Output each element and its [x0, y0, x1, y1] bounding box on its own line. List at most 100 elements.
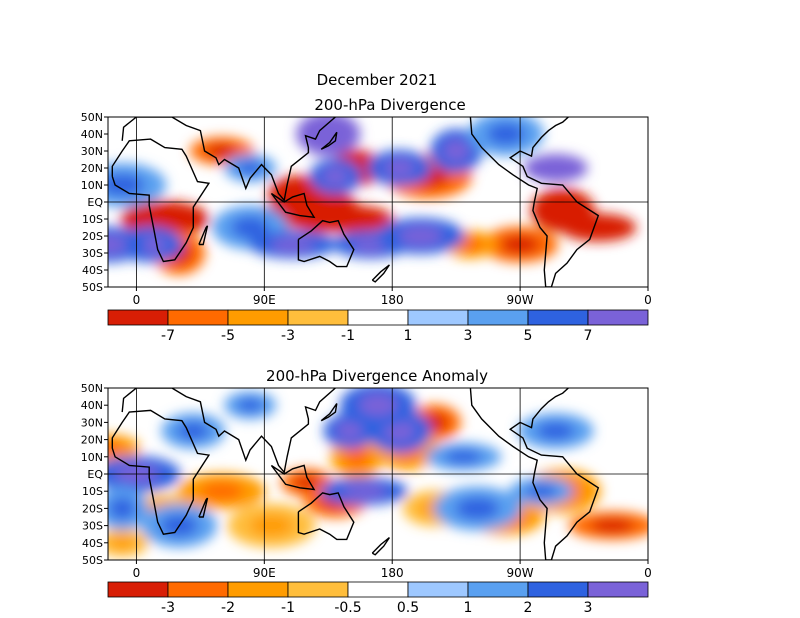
australia-outline: [297, 219, 355, 268]
lon-tick-label: 0: [133, 566, 141, 580]
field-core: [237, 398, 264, 413]
field-core: [536, 422, 575, 440]
lat-tick-label: 20N: [81, 434, 103, 447]
field-layer: [108, 117, 648, 287]
indonesia-outline: [270, 192, 316, 219]
colorbar-label: -0.5: [334, 600, 361, 616]
lat-tick-label: 50N: [81, 382, 103, 395]
lat-tick-label: EQ: [87, 468, 103, 481]
colorbar-label: 0.5: [397, 600, 419, 616]
lat-tick-label: 30N: [81, 416, 103, 429]
colorbar-swatch: [587, 309, 649, 326]
australia-outline: [297, 492, 355, 541]
lat-tick-label: EQ: [87, 196, 103, 209]
lat-tick-label: 50S: [82, 554, 103, 567]
lat-tick-label: 30N: [81, 145, 103, 158]
field-core: [546, 199, 579, 222]
lat-tick-label: 10S: [82, 485, 103, 498]
field-core: [249, 514, 294, 537]
field-core: [443, 140, 470, 162]
field-core: [108, 235, 127, 254]
field-core: [398, 227, 443, 245]
colorbar-swatch: [467, 581, 529, 598]
panel1: 50N 40N 30N 20N 10N EQ 10S 20S 30S 40S 50S 0 90E 180 9…: [81, 111, 652, 344]
colorbar: -3 -2 -1 -0.5 0.5 1 2 3: [107, 581, 649, 616]
africa-outline: [111, 138, 211, 263]
lon-tick-label: 0: [644, 566, 652, 580]
colorbar-label: -7: [161, 328, 175, 344]
field-core: [444, 449, 483, 464]
panel1-subtitle: 200-hPa Divergence: [314, 96, 465, 114]
field-core: [177, 422, 210, 440]
field-core: [590, 518, 635, 533]
colorbar-label: -1: [281, 600, 295, 616]
colorbar-swatch: [167, 581, 229, 598]
colorbar-label: -2: [221, 600, 235, 616]
eurasia-outline: [121, 117, 336, 202]
field-core: [199, 482, 244, 501]
lat-tick-label: 30S: [82, 520, 103, 533]
field-core: [486, 123, 525, 145]
colorbar-swatch: [347, 581, 409, 598]
coastlines: [111, 117, 600, 287]
colorbar-label: 3: [584, 600, 593, 616]
field-core: [142, 210, 187, 228]
colorbar-label: 3: [464, 328, 473, 344]
indonesia-outline: [270, 464, 316, 491]
field-core: [579, 220, 618, 235]
colorbar-swatch: [407, 581, 469, 598]
lat-tick-label: 40S: [82, 537, 103, 550]
lat-tick-label: 20S: [82, 502, 103, 515]
colorbar-swatch: [107, 309, 169, 326]
lat-tick-label: 10S: [82, 213, 103, 226]
colorbar-label: 5: [524, 328, 533, 344]
colorbar-swatch: [167, 309, 229, 326]
field-core: [270, 237, 315, 252]
panel2: 50N 40N 30N 20N 10N EQ 10S 20S 30S 40S 50S 0 90E 180 9…: [81, 382, 652, 616]
lat-tick-label: 10N: [81, 451, 103, 464]
field-core: [343, 445, 370, 468]
colorbar-swatch: [347, 309, 409, 326]
lat-tick-label: 40N: [81, 399, 103, 412]
field-core: [539, 161, 572, 175]
lat-tick-label: 30S: [82, 247, 103, 260]
field-core: [455, 497, 500, 520]
madagascar-outline: [198, 225, 209, 246]
japan-outline: [320, 131, 338, 150]
field-core: [109, 535, 136, 550]
coastlines: [111, 388, 600, 560]
lat-tick-label: 50N: [81, 111, 103, 124]
panel2-title: 200-hPa Divergence Anomaly: [266, 367, 488, 385]
lon-tick-label: 90E: [253, 293, 276, 307]
colorbar-swatch: [527, 581, 589, 598]
africa-outline: [111, 409, 211, 535]
field-core: [457, 237, 484, 252]
field-layer: [108, 388, 648, 560]
colorbar-label: -5: [221, 328, 235, 344]
colorbar-label: 7: [584, 328, 593, 344]
field-core: [327, 212, 372, 226]
field-core: [231, 216, 270, 239]
field-core: [525, 484, 558, 499]
colorbar-swatch: [467, 309, 529, 326]
field-core: [312, 123, 345, 145]
colorbar-label: 1: [464, 600, 473, 616]
colorbar-swatch: [107, 581, 169, 598]
colorbar-swatch: [407, 309, 469, 326]
madagascar-outline: [198, 497, 209, 518]
colorbar-label: -3: [281, 328, 295, 344]
chart-title: December 2021: [317, 71, 438, 89]
lon-tick-label: 0: [133, 293, 141, 307]
newzealand-outline: [371, 537, 390, 556]
lon-tick-label: 0: [644, 293, 652, 307]
colorbar-label: 2: [524, 600, 533, 616]
lat-tick-label: 50S: [82, 281, 103, 294]
lon-tick-label: 90W: [507, 293, 534, 307]
colorbar-swatch: [527, 309, 589, 326]
field-core: [293, 475, 320, 490]
colorbar-swatch: [287, 581, 349, 598]
lon-tick-label: 90W: [507, 566, 534, 580]
colorbar: -7 -5 -3 -1 1 3 5 7: [107, 309, 649, 344]
lat-tick-label: 40S: [82, 264, 103, 277]
